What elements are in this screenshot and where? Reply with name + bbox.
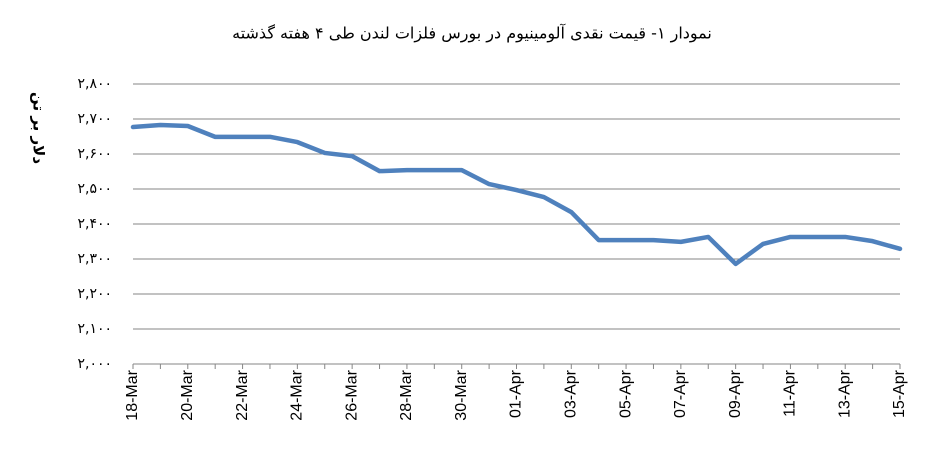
y-tick-label: ۲,۷۰۰ [77,111,112,127]
x-tick-label: 09-Apr [727,369,744,418]
x-tick-label: 26-Mar [343,369,360,420]
x-tick-label: 01-Apr [508,369,525,418]
chart-title: نمودار ۱- قیمت نقدی آلومینیوم در بورس فل… [232,24,712,44]
x-tick-label: 03-Apr [563,369,580,418]
y-tick-label: ۲,۵۰۰ [77,181,112,197]
x-tick-label: 07-Apr [672,369,689,418]
x-tick-label: 24-Mar [289,369,306,420]
y-tick-label: ۲,۰۰۰ [77,356,112,372]
x-tick-label: 13-Apr [836,369,853,418]
line-series [130,122,903,267]
y-tick-label: ۲,۲۰۰ [77,286,112,302]
x-tick-label: 18-Mar [124,369,141,420]
x-tick-label: 20-Mar [179,369,196,420]
x-tick-label: 05-Apr [617,369,634,418]
y-tick-label: ۲,۱۰۰ [77,321,112,337]
x-tick-label: 11-Apr [782,369,799,417]
x-tick-label: 22-Mar [234,369,251,420]
y-tick-label: ۲,۶۰۰ [77,146,112,162]
x-tick-label: 30-Mar [453,369,470,420]
x-tick-label: 15-Apr [891,369,908,418]
y-tick-label: ۲,۳۰۰ [77,251,112,267]
y-axis-label: دلار بر تن [30,92,48,164]
y-tick-label: ۲,۸۰۰ [77,76,112,92]
x-tick-label: 28-Mar [398,369,415,420]
y-tick-label: ۲,۴۰۰ [77,216,112,232]
